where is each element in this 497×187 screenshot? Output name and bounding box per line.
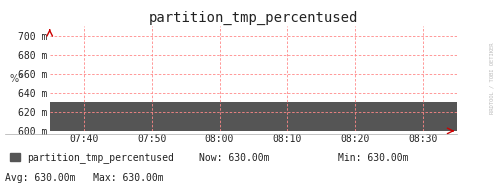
Title: partition_tmp_percentused: partition_tmp_percentused bbox=[149, 11, 358, 25]
Text: RRDTOOL / TOBI OETIKER: RRDTOOL / TOBI OETIKER bbox=[490, 43, 495, 114]
Text: Now: 630.00m: Now: 630.00m bbox=[199, 153, 269, 163]
Text: Min: 630.00m: Min: 630.00m bbox=[338, 153, 409, 163]
Legend: partition_tmp_percentused: partition_tmp_percentused bbox=[10, 153, 174, 163]
Text: Avg: 630.00m   Max: 630.00m: Avg: 630.00m Max: 630.00m bbox=[5, 173, 164, 183]
Y-axis label: %°: %° bbox=[9, 73, 23, 84]
